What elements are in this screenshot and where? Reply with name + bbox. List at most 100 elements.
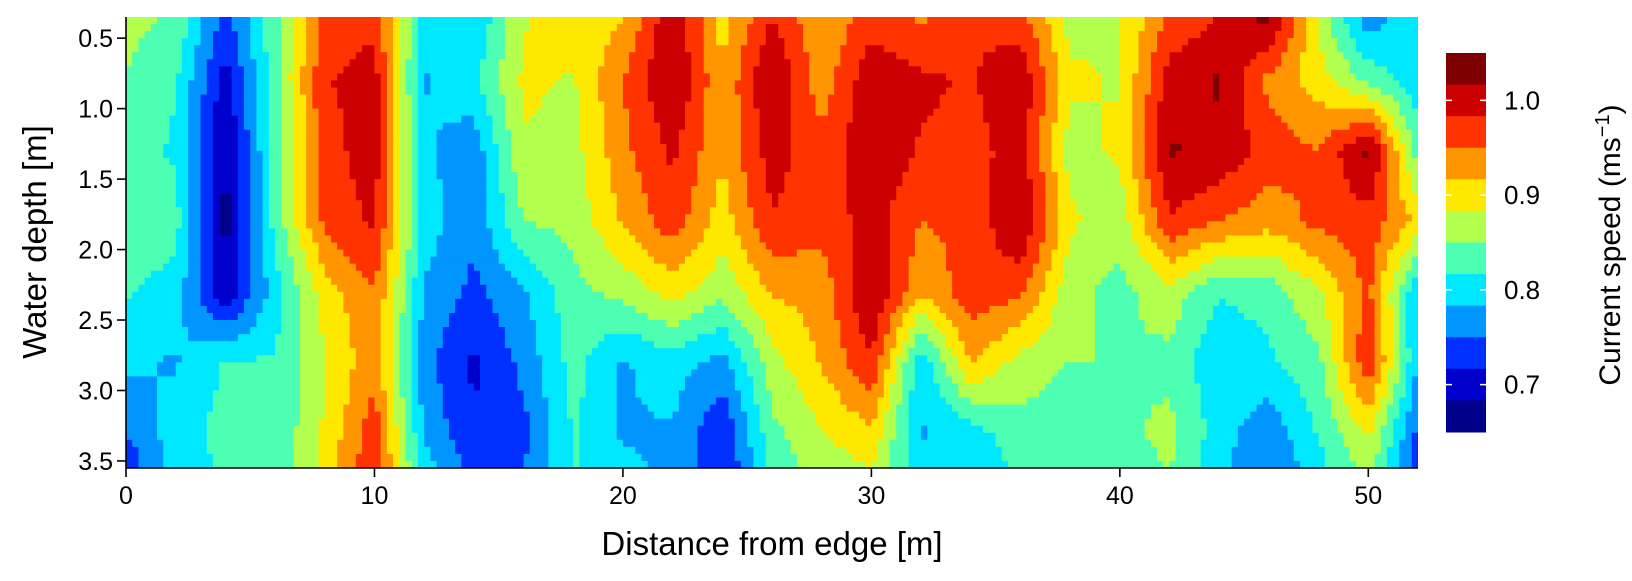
contour-cell	[1312, 418, 1338, 427]
contour-cell	[703, 277, 736, 286]
contour-cell	[417, 214, 444, 222]
contour-cell	[765, 439, 792, 448]
contour-cell	[1393, 242, 1413, 251]
contour-cell	[1132, 150, 1146, 159]
contour-cell	[386, 397, 394, 406]
contour-cell	[740, 115, 761, 124]
contour-cell	[399, 221, 413, 230]
contour-cell	[1374, 390, 1388, 399]
contour-cell	[709, 355, 730, 363]
contour-cell	[1281, 186, 1351, 194]
contour-cell	[212, 263, 239, 272]
contour-cell	[1194, 348, 1276, 356]
contour-cell	[883, 411, 897, 420]
contour-cell	[318, 207, 363, 215]
contour-cell	[287, 242, 301, 251]
contour-cell	[908, 439, 997, 448]
contour-cell	[1045, 270, 1065, 279]
contour-cell	[790, 115, 854, 124]
contour-cell	[622, 221, 655, 230]
contour-cell	[846, 348, 885, 356]
contour-cell	[1057, 73, 1102, 82]
contour-cell	[1380, 362, 1394, 370]
contour-cell	[703, 235, 742, 244]
contour-cell	[772, 249, 798, 258]
contour-cell	[896, 369, 904, 377]
contour-cell	[126, 256, 171, 265]
contour-cell	[1281, 411, 1314, 420]
contour-cell	[908, 460, 1009, 468]
contour-cell	[281, 284, 301, 293]
contour-cell	[436, 164, 487, 173]
contour-cell	[1362, 52, 1418, 60]
contour-cell	[212, 31, 239, 39]
contour-cell	[1138, 305, 1183, 314]
contour-cell	[1219, 73, 1245, 82]
contour-cell	[890, 228, 916, 237]
contour-cell	[796, 17, 854, 25]
contour-cell	[1057, 221, 1077, 230]
contour-cell	[399, 214, 413, 222]
contour-cell	[169, 122, 189, 131]
contour-cell	[1095, 291, 1140, 300]
contour-cell	[405, 80, 419, 89]
contour-cell	[1299, 460, 1326, 468]
contour-cell	[1095, 312, 1140, 321]
contour-cell	[312, 94, 338, 103]
contour-cell	[1070, 38, 1121, 46]
contour-cell	[803, 312, 835, 321]
contour-cell	[268, 164, 282, 173]
contour-cell	[417, 207, 444, 215]
contour-cell	[1169, 207, 1177, 215]
contour-cell	[1331, 24, 1351, 32]
contour-cell	[1349, 179, 1376, 187]
contour-cell	[691, 369, 736, 377]
contour-cell	[399, 439, 407, 448]
contour-cell	[1380, 298, 1388, 307]
contour-cell	[1150, 200, 1171, 208]
contour-cell	[585, 277, 643, 286]
contour-cell	[747, 193, 773, 201]
contour-cell	[417, 150, 438, 159]
contour-cell	[1063, 143, 1102, 152]
contour-cell	[691, 186, 717, 194]
contour-cell	[250, 186, 264, 194]
contour-cell	[417, 73, 425, 82]
contour-cell	[703, 87, 736, 96]
contour-cell	[188, 136, 202, 145]
contour-cell	[126, 122, 171, 131]
contour-cell	[349, 312, 382, 321]
contour-cell	[386, 249, 400, 258]
contour-cell	[1374, 108, 1388, 117]
contour-cell	[237, 136, 251, 145]
contour-cell	[200, 291, 214, 300]
contour-cell	[306, 207, 320, 215]
contour-cell	[399, 193, 413, 201]
contour-cell	[386, 59, 394, 67]
contour-cell	[486, 207, 506, 215]
contour-cell	[709, 214, 736, 222]
contour-cell	[1399, 101, 1413, 110]
contour-cell	[945, 249, 1003, 258]
contour-cell	[523, 59, 605, 67]
contour-cell	[852, 369, 879, 377]
contour-cell	[778, 418, 817, 427]
contour-cell	[126, 305, 183, 314]
contour-cell	[753, 214, 854, 222]
contour-cell	[244, 80, 258, 89]
contour-cell	[1063, 24, 1121, 32]
contour-cell	[585, 376, 618, 385]
contour-cell	[809, 334, 841, 342]
contour-cell	[542, 383, 568, 392]
contour-cell	[759, 312, 804, 321]
contour-cell	[1051, 129, 1065, 138]
contour-cell	[865, 383, 872, 392]
contour-cell	[268, 122, 282, 131]
contour-cell	[1244, 101, 1270, 110]
contour-cell	[852, 291, 891, 300]
contour-cell	[1051, 164, 1065, 173]
contour-cell	[1144, 228, 1164, 237]
contour-cell	[237, 179, 251, 187]
contour-cell	[250, 284, 270, 293]
contour-cell	[324, 383, 351, 392]
